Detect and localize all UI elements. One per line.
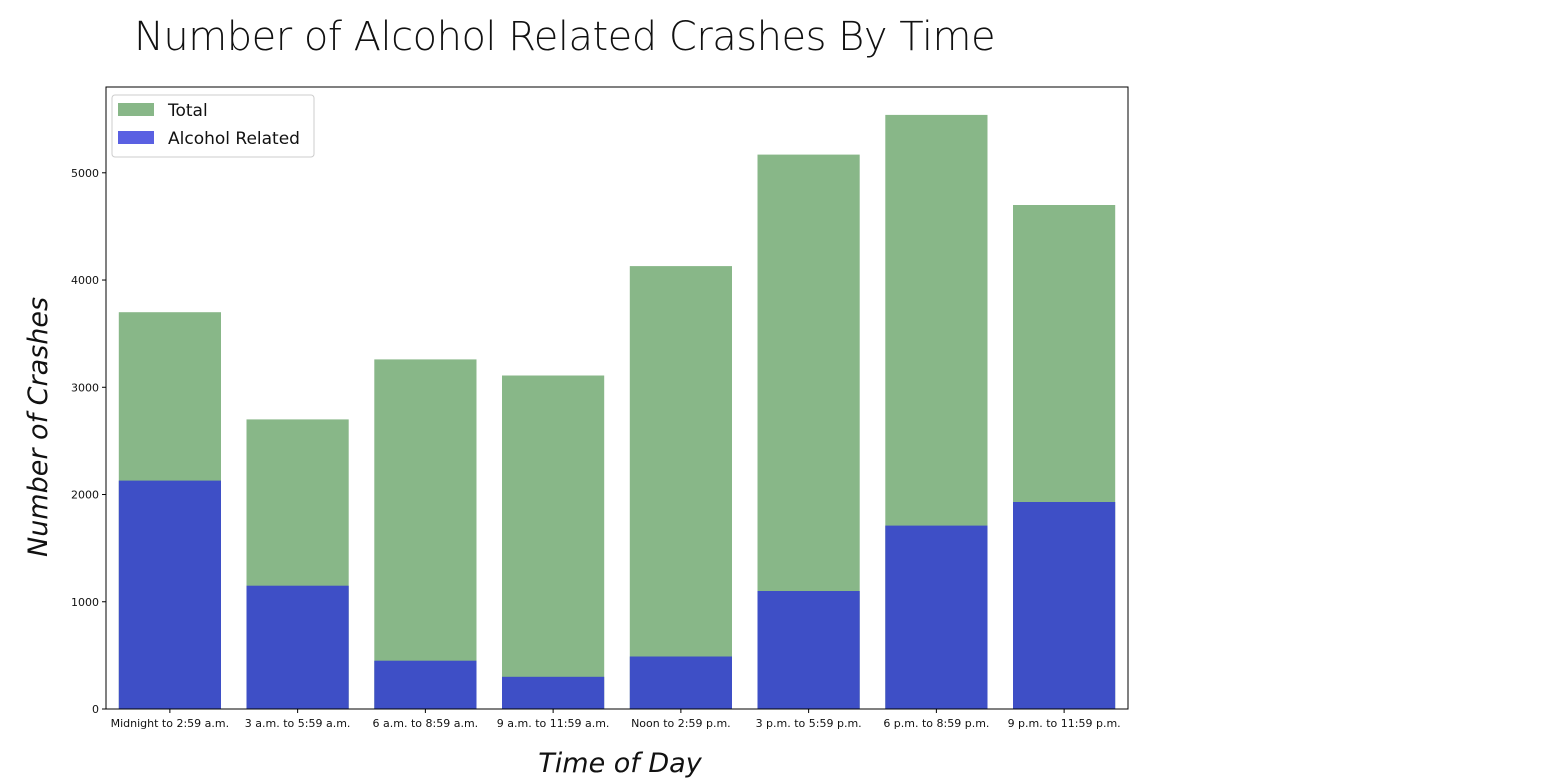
y-axis-ticks: 0 1000 2000 3000 4000 5000 (71, 167, 106, 716)
y-tick-label: 2000 (71, 489, 99, 502)
legend-box (111, 94, 315, 158)
bar-alcohol-related-5 (629, 656, 732, 709)
bar-total-5 (629, 266, 732, 709)
y-tick-label: 5000 (71, 167, 99, 180)
x-axis-ticks: Midnight to 2:59 a.m. 3 a.m. to 5:59 a.m.… (111, 709, 1121, 730)
y-tick-label: 4000 (71, 274, 99, 287)
legend-label-alcohol-related: Alcohol Related (168, 129, 300, 149)
x-tick-label: 3 p.m. to 5:59 p.m. (756, 717, 862, 730)
bars-layer (118, 114, 1116, 710)
bar-alcohol-related-1 (118, 480, 221, 709)
legend-swatch-total (118, 103, 154, 116)
y-tick-label: 1000 (71, 596, 99, 609)
x-tick-label: 9 a.m. to 11:59 a.m. (497, 717, 610, 730)
bar-alcohol-related-6 (757, 591, 860, 709)
bar-alcohol-related-7 (885, 525, 988, 709)
x-tick-label: Noon to 2:59 p.m. (631, 717, 731, 730)
legend-swatch-alcohol-related (118, 131, 154, 144)
bar-alcohol-related-2 (246, 585, 349, 709)
plot-area-frame (105, 86, 1129, 710)
x-tick-label: 9 p.m. to 11:59 p.m. (1008, 717, 1121, 730)
x-tick-label: 3 a.m. to 5:59 a.m. (245, 717, 351, 730)
x-tick-label: Midnight to 2:59 a.m. (111, 717, 230, 730)
bar-alcohol-related-8 (1013, 502, 1116, 709)
y-tick-label: 0 (92, 703, 99, 716)
x-tick-label: 6 a.m. to 8:59 a.m. (373, 717, 479, 730)
legend: Total Alcohol Related (111, 94, 315, 158)
bar-total-4 (502, 375, 605, 709)
bar-alcohol-related-4 (502, 676, 605, 709)
x-axis-label: Time of Day (538, 748, 702, 779)
x-tick-label: 6 p.m. to 8:59 p.m. (883, 717, 989, 730)
chart-title: Number of Alcohol Related Crashes By Tim… (134, 14, 996, 60)
y-tick-label: 3000 (71, 381, 99, 394)
legend-label-total: Total (167, 101, 208, 121)
bar-total-3 (374, 359, 477, 709)
y-axis-label: Number of Crashes (23, 297, 54, 557)
bar-alcohol-related-3 (374, 660, 477, 709)
